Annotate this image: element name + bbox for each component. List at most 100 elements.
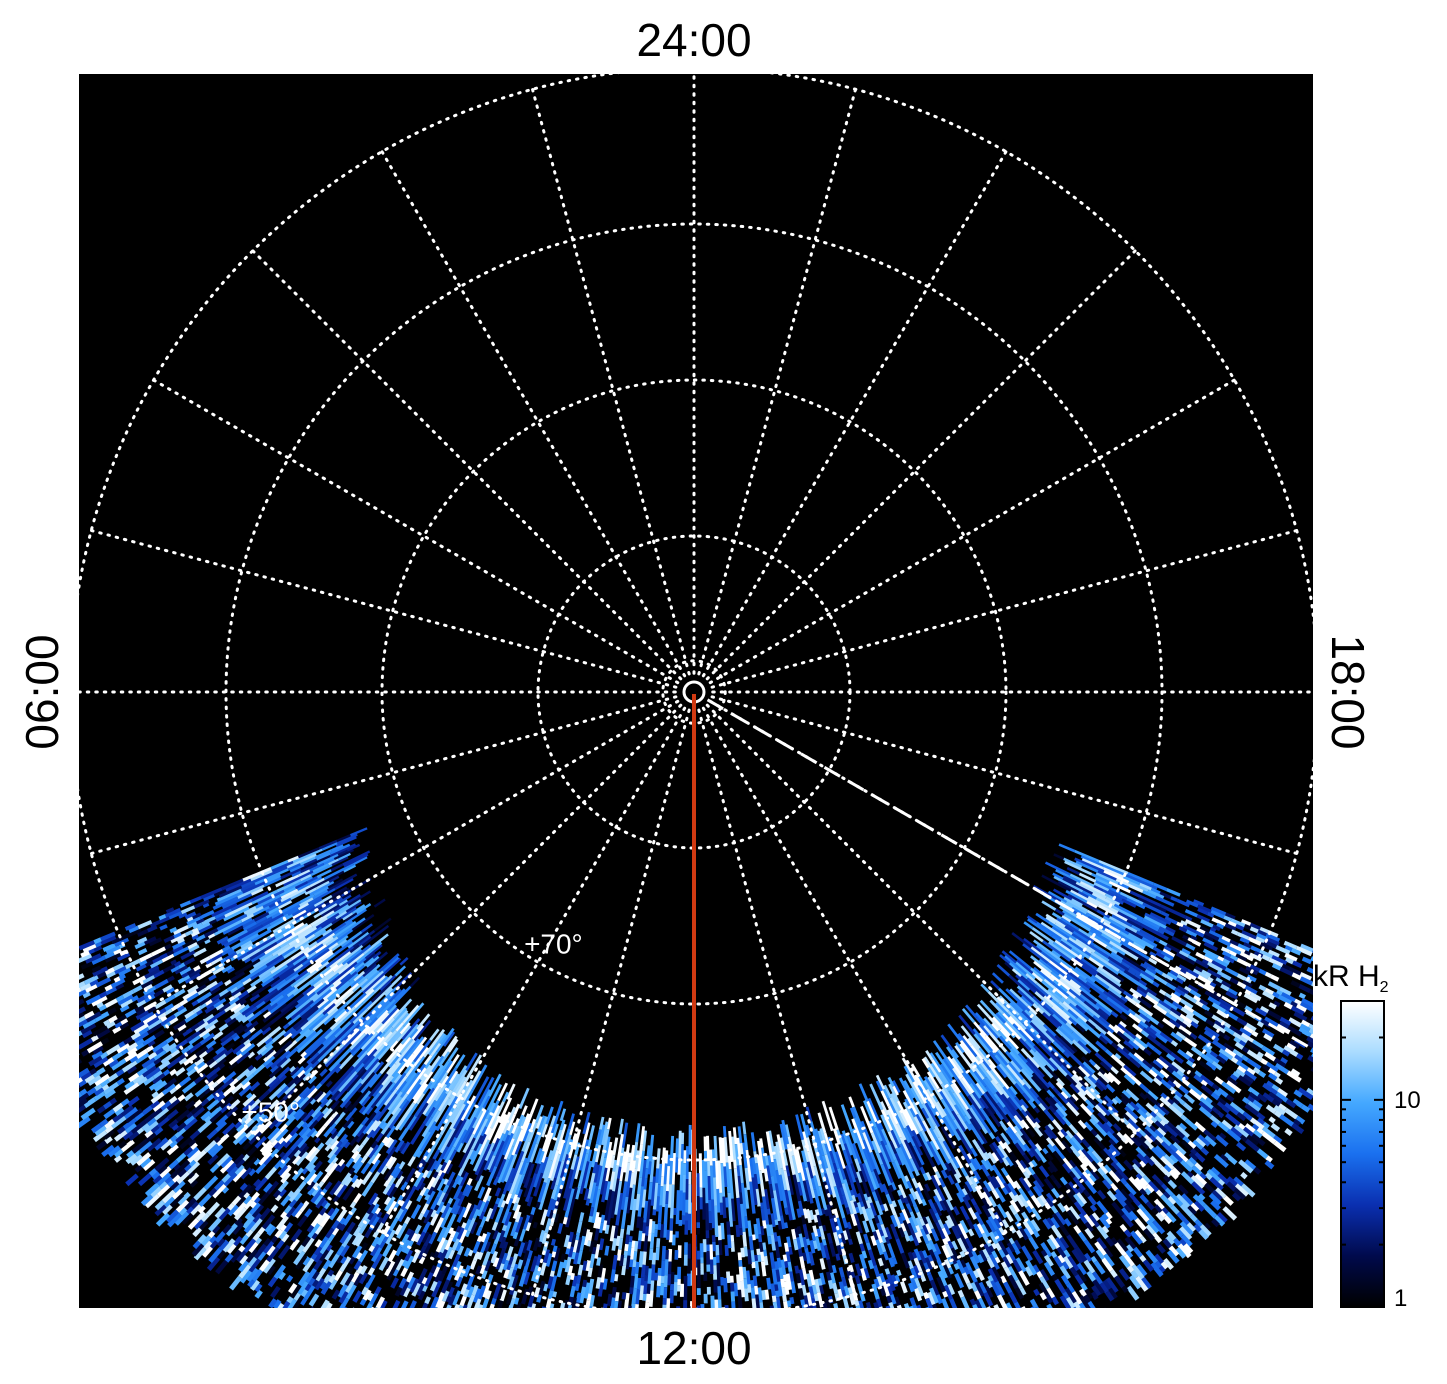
emission-cell — [920, 1350, 929, 1364]
emission-cell — [1089, 1117, 1098, 1126]
emission-cell — [994, 1280, 1006, 1297]
emission-cell — [444, 1146, 456, 1164]
emission-cell — [1014, 1311, 1021, 1320]
emission-cell — [1013, 1114, 1026, 1130]
emission-cell — [879, 1242, 887, 1253]
emission-cell — [849, 1340, 855, 1349]
emission-cell — [436, 1178, 446, 1192]
emission-cell — [829, 1272, 836, 1284]
emission-cell — [425, 1169, 433, 1179]
emission-cell — [1299, 976, 1313, 986]
emission-cell — [1083, 1075, 1097, 1089]
emission-cell — [551, 1251, 557, 1258]
emission-cell — [1077, 1231, 1088, 1243]
emission-cell — [557, 1139, 565, 1155]
emission-cell — [676, 1285, 681, 1292]
emission-cell — [884, 1268, 891, 1275]
emission-cell — [597, 1310, 603, 1322]
emission-cell — [1083, 1252, 1093, 1263]
emission-cell — [963, 1184, 970, 1193]
emission-cell — [433, 1251, 440, 1259]
emission-cell — [1175, 952, 1187, 960]
emission-cell — [947, 1090, 967, 1117]
emission-cell — [796, 1208, 802, 1218]
emission-cell — [1090, 1113, 1100, 1124]
emission-cell — [451, 1285, 460, 1296]
emission-cell — [478, 1211, 486, 1220]
emission-cell — [1131, 1264, 1145, 1280]
emission-cell — [567, 1187, 578, 1218]
emission-cell — [773, 1329, 779, 1345]
emission-cell — [884, 1144, 895, 1163]
emission-cell — [497, 1325, 504, 1334]
emission-cell — [995, 1147, 1005, 1159]
emission-cell — [1192, 1139, 1204, 1151]
emission-cell — [286, 1308, 295, 1319]
emission-cell — [876, 1275, 884, 1287]
emission-cell — [464, 1230, 471, 1238]
emission-cell — [1100, 1057, 1113, 1069]
emission-cell — [1007, 1087, 1017, 1099]
emission-cell — [465, 1052, 478, 1071]
emission-cell — [1158, 1265, 1166, 1274]
emission-cell — [1273, 1140, 1287, 1153]
emission-cell — [1262, 1064, 1271, 1072]
emission-cell — [413, 1233, 422, 1243]
emission-cell — [1107, 956, 1130, 972]
emission-cell — [479, 1215, 487, 1228]
emission-cell — [1230, 997, 1247, 1009]
emission-cell — [1185, 899, 1199, 908]
emission-cell — [1093, 884, 1104, 892]
emission-cell — [895, 1348, 902, 1357]
emission-cell — [1301, 998, 1313, 1008]
emission-cell — [805, 1137, 817, 1167]
emission-cell — [764, 1354, 769, 1364]
emission-cell — [994, 1323, 1003, 1335]
emission-cell — [1026, 1127, 1036, 1138]
emission-cell — [1047, 890, 1068, 904]
emission-cell — [1043, 1108, 1055, 1122]
emission-cell — [523, 1354, 531, 1369]
emission-cell — [1057, 1254, 1066, 1264]
emission-cell — [850, 1358, 857, 1370]
emission-cell — [1030, 1159, 1038, 1168]
emission-cell — [608, 1370, 614, 1383]
emission-cell — [1124, 1045, 1136, 1056]
emission-cell — [432, 1266, 441, 1278]
emission-cell — [323, 1274, 332, 1284]
emission-cell — [602, 1129, 610, 1153]
emission-cell — [1139, 882, 1152, 891]
emission-cell — [366, 1343, 375, 1354]
emission-cell — [1145, 1041, 1156, 1051]
emission-cell — [1162, 995, 1174, 1005]
emission-cell — [421, 1109, 441, 1138]
emission-cell — [699, 1197, 703, 1210]
emission-cell — [909, 1158, 920, 1177]
emission-cell — [519, 1113, 533, 1142]
emission-cell — [852, 1320, 858, 1330]
emission-cell — [247, 1256, 258, 1267]
emission-cell — [1026, 1005, 1038, 1016]
emission-cell — [1044, 1096, 1059, 1112]
emission-cell — [1166, 1121, 1175, 1130]
emission-cell — [1079, 1103, 1093, 1117]
emission-cell — [502, 1091, 510, 1103]
emission-cell — [1261, 1028, 1275, 1039]
emission-cell — [463, 1264, 472, 1278]
emission-cell — [521, 1162, 530, 1175]
emission-cell — [339, 1244, 350, 1258]
emission-cell — [1034, 1050, 1056, 1073]
emission-cell — [1283, 1045, 1299, 1058]
emission-cell — [907, 1260, 914, 1270]
emission-cell — [1226, 1076, 1238, 1087]
emission-cell — [1088, 1042, 1100, 1053]
emission-cell — [496, 1362, 505, 1378]
emission-cell — [944, 1336, 953, 1351]
emission-cell — [696, 1288, 701, 1296]
emission-cell — [711, 1235, 716, 1242]
emission-cell — [1175, 1019, 1188, 1029]
emission-cell — [1096, 972, 1125, 994]
emission-cell — [859, 1243, 866, 1252]
emission-cell — [577, 1368, 583, 1377]
emission-cell — [1317, 1010, 1330, 1020]
